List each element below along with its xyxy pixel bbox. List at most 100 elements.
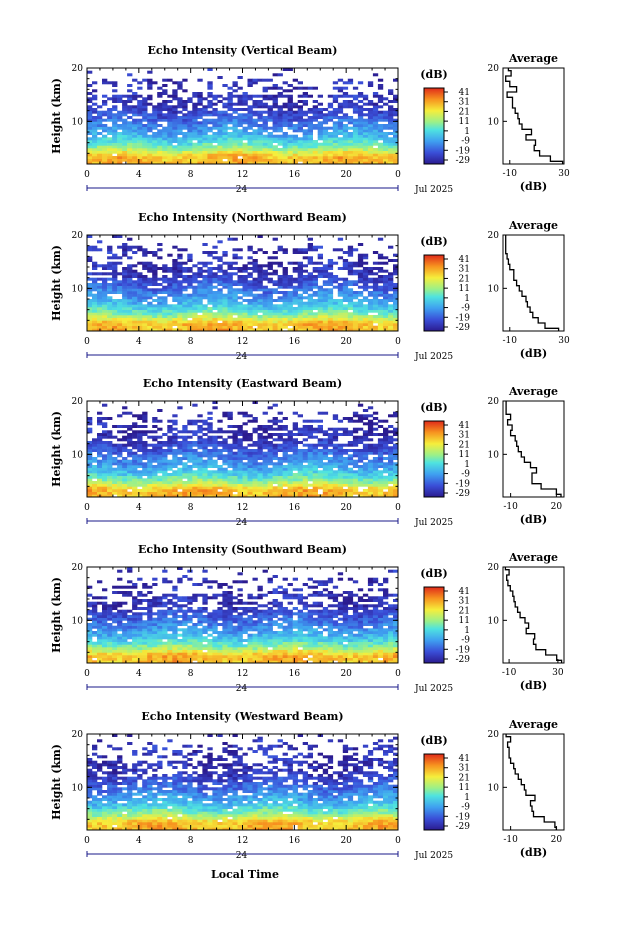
heatmap-cell: [177, 467, 183, 471]
heatmap-cell: [297, 285, 303, 289]
heatmap-cell: [87, 301, 93, 305]
heatmap-cell: [367, 118, 374, 122]
heatmap-cell: [97, 470, 103, 474]
heatmap-cell: [152, 280, 158, 284]
heatmap-cell: [207, 315, 213, 318]
heatmap-cell: [267, 419, 273, 423]
heatmap-cell: [372, 148, 379, 151]
heatmap-cell: [337, 427, 344, 431]
heatmap-cell: [202, 307, 208, 310]
heatmap-cell: [207, 411, 213, 415]
heatmap-cell: [267, 261, 273, 265]
heatmap-cell: [137, 473, 143, 476]
heatmap-cell: [302, 280, 308, 284]
heatmap-cell: [342, 283, 349, 286]
heatmap-cell: [162, 475, 168, 479]
heatmap-cell: [87, 126, 93, 130]
heatmap-cell: [212, 491, 218, 495]
heatmap-cell: [112, 100, 118, 103]
heatmap-cell: [257, 486, 263, 490]
heatmap-cell: [388, 259, 394, 262]
heatmap-cell: [377, 470, 384, 474]
heatmap-cell: [272, 660, 278, 664]
heatmap-cell: [272, 137, 278, 141]
heatmap-cell: [112, 317, 118, 321]
heatmap-cell: [267, 325, 273, 329]
heatmap-cell: [207, 486, 213, 490]
heatmap-cell: [167, 253, 173, 257]
heatmap-cell: [207, 307, 213, 310]
heatmap-cell: [247, 657, 253, 661]
heatmap-cell: [92, 473, 98, 476]
heatmap-cell: [177, 475, 183, 479]
heatmap-cell: [177, 470, 183, 474]
heatmap-cell: [287, 277, 293, 281]
heatmap-cell: [292, 473, 298, 476]
heatmap-cell: [162, 315, 168, 318]
heatmap-cell: [137, 94, 143, 98]
heatmap-cell: [237, 451, 243, 455]
heatmap-cell: [292, 446, 298, 450]
heatmap-cell: [127, 124, 133, 127]
heatmap-cell: [187, 660, 193, 664]
heatmap-cell: [132, 280, 138, 284]
heatmap-cell: [217, 441, 223, 444]
heatmap-cell: [357, 291, 364, 294]
heatmap-cell: [102, 433, 108, 436]
heatmap-cell: [262, 443, 268, 447]
heatmap-cell: [147, 486, 153, 490]
heatmap-cell: [157, 145, 163, 149]
heatmap-cell: [132, 118, 138, 122]
heatmap-cell: [222, 325, 228, 329]
heatmap-cell: [157, 655, 163, 658]
heatmap-cell: [357, 325, 364, 329]
heatmap-cell: [292, 248, 298, 252]
heatmap-cell: [177, 150, 183, 154]
heatmap-cell: [142, 425, 148, 428]
heatmap-cell: [197, 491, 203, 495]
heatmap-cell: [297, 491, 303, 495]
heatmap-cell: [388, 430, 394, 434]
heatmap-cell: [302, 320, 308, 324]
heatmap-cell: [282, 277, 288, 281]
heatmap-cell: [388, 309, 394, 313]
heatmap-cell: [247, 454, 253, 458]
heatmap-cell: [207, 293, 213, 297]
heatmap-cell: [312, 486, 318, 490]
heatmap-cell: [237, 132, 243, 135]
heatmap-cell: [297, 655, 303, 658]
heatmap-cell: [182, 118, 188, 122]
heatmap-cell: [337, 323, 344, 326]
heatmap-cell: [207, 657, 213, 661]
heatmap-cell: [142, 134, 148, 138]
heatmap-cell: [267, 280, 273, 284]
heatmap-cell: [87, 153, 93, 157]
heatmap-cell: [322, 158, 329, 162]
heatmap-cell: [87, 129, 93, 133]
heatmap-cell: [277, 427, 283, 431]
heatmap-cell: [202, 422, 208, 426]
heatmap-cell: [87, 150, 93, 154]
heatmap-cell: [393, 660, 399, 664]
heatmap-cell: [147, 465, 153, 468]
heatmap-cell: [142, 304, 148, 308]
heatmap-cell: [122, 283, 128, 286]
heatmap-cell: [287, 134, 293, 138]
heatmap-cell: [277, 473, 283, 476]
colorbar: [423, 87, 445, 165]
heatmap-cell: [197, 435, 203, 439]
heatmap-cell: [372, 108, 379, 111]
heatmap-cell: [197, 475, 203, 479]
heatmap-cell: [242, 486, 248, 490]
heatmap-cell: [367, 660, 374, 664]
heatmap-cell: [97, 304, 103, 308]
heatmap-cell: [252, 110, 258, 114]
heatmap-cell: [307, 142, 313, 146]
heatmap-cell: [287, 153, 293, 157]
heatmap-cell: [232, 320, 238, 324]
heatmap-cell: [297, 150, 303, 154]
heatmap-cell: [317, 137, 323, 141]
heatmap-cell: [187, 285, 193, 289]
heatmap-cell: [352, 126, 359, 130]
heatmap-cell: [257, 158, 263, 162]
